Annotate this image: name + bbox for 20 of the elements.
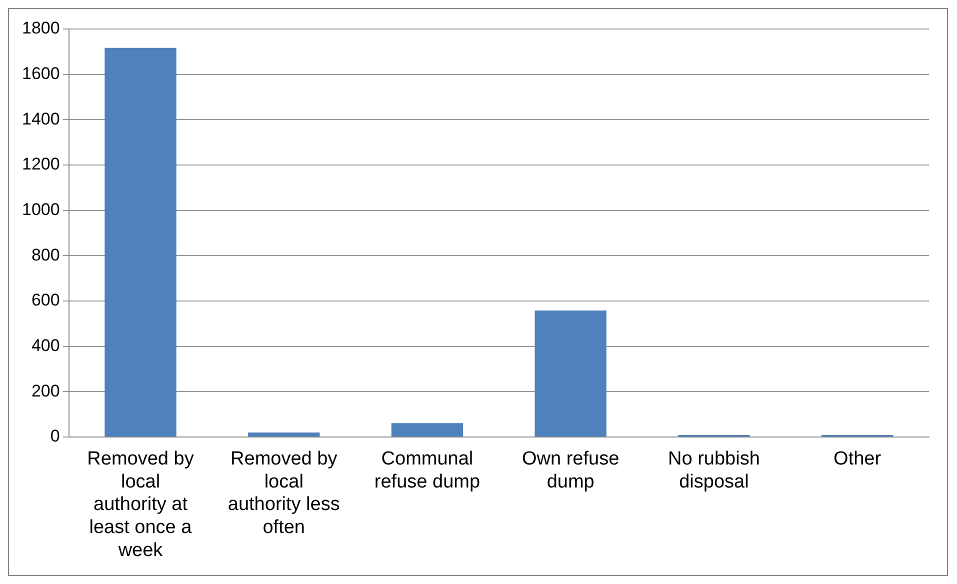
y-tick-label: 1200 (22, 154, 60, 174)
x-tick-label: Removed by local authority less often (228, 448, 340, 538)
y-tick-label: 400 (31, 336, 60, 356)
y-tick-label: 1000 (22, 200, 60, 220)
x-tick-label: Communal refuse dump (374, 448, 480, 492)
x-tick-label: Other (834, 448, 882, 470)
y-tick-label: 1400 (22, 109, 60, 128)
y-tick-label: 1600 (22, 64, 60, 84)
y-tick-label: 1800 (22, 18, 60, 38)
y-tick-label: 200 (31, 381, 60, 400)
x-tick-label: Own refuse dump (522, 448, 620, 492)
x-tick-label: No rubbish disposal (668, 448, 760, 492)
bar (248, 432, 320, 436)
x-tick-label: Removed by local authority at least once a week (87, 448, 194, 561)
bar (104, 48, 176, 436)
bar (391, 423, 464, 436)
y-tick-label: 600 (31, 290, 60, 310)
y-tick-label: 0 (50, 426, 60, 446)
y-tick-label: 800 (31, 245, 60, 264)
bar (534, 310, 606, 436)
